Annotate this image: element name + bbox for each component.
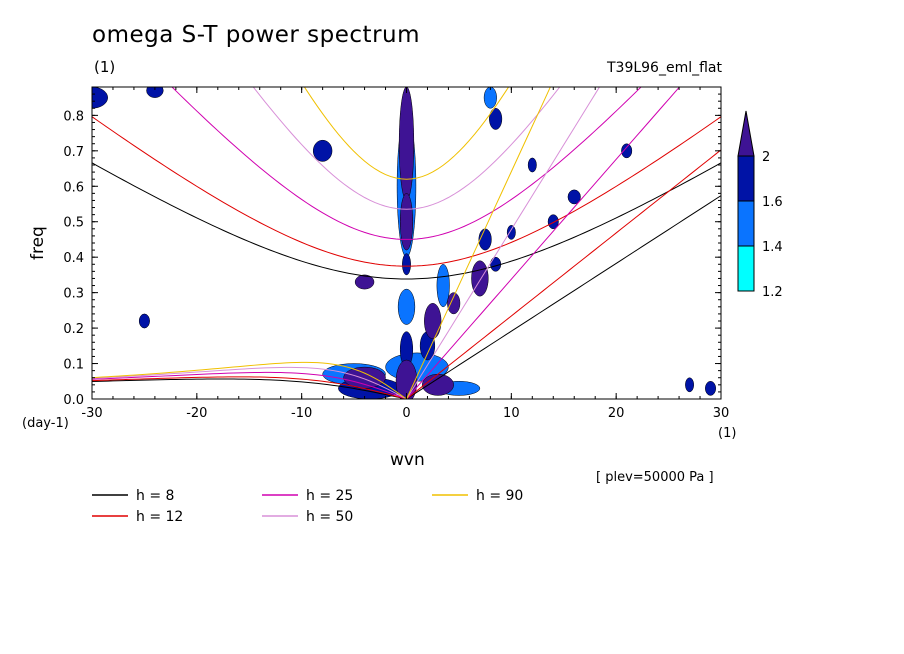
rossby-curve-h50	[92, 366, 407, 399]
shaded-region-17	[312, 139, 333, 162]
x-tick-label-1: -20	[186, 406, 207, 421]
dispersion-curves	[92, 87, 721, 399]
kelvin-curve-h25	[406, 87, 681, 399]
rossby-curve-h90	[92, 361, 407, 399]
pressure-level-note: [ plev=50000 Pa ]	[596, 470, 714, 485]
gravity-curve-h12	[92, 116, 721, 267]
shaded-region-31	[397, 288, 416, 325]
y-tick-label-1: 0.1	[63, 358, 84, 373]
shaded-region-29	[506, 225, 516, 240]
shaded-region-14	[489, 108, 503, 130]
x-tick-label-3: 0	[402, 406, 410, 421]
gravity-curve-h25	[171, 87, 642, 240]
shaded-region-25	[527, 157, 537, 173]
shaded-region-1	[399, 193, 414, 251]
legend-label-h90: h = 90	[476, 488, 523, 504]
colorbar-overflow-triangle	[737, 110, 755, 157]
axes: -30 -20 -10 0 10 20 30 0.0 0.1 0.2 0.3 0.4 0.5 0.6 0.7…	[63, 87, 729, 421]
rossby-curve-h12	[92, 376, 407, 399]
curve-legend: h = 8 h = 12 h = 25 h = 50 h = 90	[92, 488, 523, 525]
rossby-curve-h8	[92, 378, 407, 399]
gravity-curve-h90	[303, 87, 510, 180]
shaded-region-19	[138, 313, 150, 329]
shaded-region-18	[354, 274, 375, 290]
kelvin-curve-h8	[406, 195, 721, 399]
shaded-region-13	[478, 228, 492, 251]
colorbar-label-3: 2	[762, 150, 770, 165]
colorbar-label-1: 1.4	[762, 240, 783, 255]
legend-label-h8: h = 8	[136, 488, 174, 504]
y-tick-label-4: 0.4	[63, 251, 84, 266]
shaded-region-21	[146, 87, 164, 98]
shaded-region-15	[483, 87, 497, 109]
colorbar-segment-2	[737, 155, 755, 202]
x-tick-label-6: 30	[713, 406, 730, 421]
y-tick-label-7: 0.7	[63, 145, 84, 160]
y-tick-label-5: 0.5	[63, 216, 84, 231]
shaded-region-2	[402, 253, 411, 276]
shaded-region-12	[471, 260, 489, 297]
x-tick-label-0: -30	[81, 406, 102, 421]
y-axis-unit: (day-1)	[22, 416, 69, 431]
y-tick-label-8: 0.8	[63, 109, 84, 124]
shaded-region-28	[490, 256, 502, 272]
shaded-region-26	[621, 143, 633, 159]
power-shading	[92, 87, 717, 399]
gravity-curve-h8	[92, 162, 721, 280]
colorbar-label-0: 1.2	[762, 285, 783, 300]
shaded-region-9	[424, 303, 442, 339]
rossby-curve-h25	[92, 371, 407, 399]
shaded-region-23	[685, 377, 694, 393]
shaded-region-8	[421, 373, 454, 396]
colorbar: 1.2 1.4 1.6 2	[737, 110, 783, 300]
legend-label-h12: h = 12	[136, 509, 183, 525]
kelvin-curve-h12	[406, 149, 721, 399]
kelvin-curve-h50	[406, 87, 601, 399]
legend-label-h25: h = 25	[306, 488, 353, 504]
shaded-region-22	[705, 381, 717, 396]
legend-label-h50: h = 50	[306, 509, 353, 525]
y-tick-label-2: 0.2	[63, 322, 84, 337]
shaded-region-11	[447, 292, 461, 315]
colorbar-segment-1	[737, 200, 755, 247]
x-tick-label-2: -10	[291, 406, 312, 421]
y-tick-label-3: 0.3	[63, 287, 84, 302]
colorbar-label-2: 1.6	[762, 195, 783, 210]
x-tick-label-5: 20	[608, 406, 625, 421]
x-tick-label-4: 10	[503, 406, 520, 421]
kelvin-curve-h90	[406, 87, 551, 399]
x-axis-unit: (1)	[718, 426, 737, 441]
shaded-region-24	[567, 189, 581, 205]
chart-title: omega S-T power spectrum	[92, 22, 421, 48]
x-axis-label: wvn	[390, 450, 425, 470]
shaded-region-27	[547, 214, 559, 230]
run-name: T39L96_eml_flat	[606, 60, 722, 76]
colorbar-segment-0	[737, 245, 755, 292]
shaded-region-16	[436, 264, 450, 308]
chart-title-unit: (1)	[94, 58, 116, 76]
gravity-curve-h50	[252, 87, 561, 210]
shaded-region-0	[398, 87, 415, 201]
y-tick-label-0: 0.0	[63, 393, 84, 408]
y-tick-label-6: 0.6	[63, 180, 84, 195]
